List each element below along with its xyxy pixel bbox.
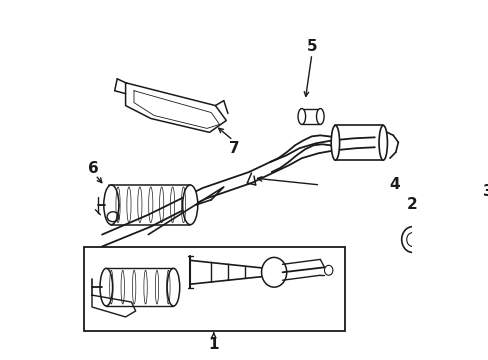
Ellipse shape <box>167 268 180 306</box>
Ellipse shape <box>103 185 119 225</box>
Text: 4: 4 <box>388 177 399 193</box>
Ellipse shape <box>183 185 197 225</box>
Bar <box>83 247 345 331</box>
Ellipse shape <box>100 268 112 306</box>
Ellipse shape <box>330 125 339 160</box>
Ellipse shape <box>427 225 438 252</box>
Text: 5: 5 <box>306 39 317 54</box>
Ellipse shape <box>474 225 484 252</box>
Ellipse shape <box>298 109 305 125</box>
Text: 3: 3 <box>482 184 488 199</box>
Text: 2: 2 <box>407 197 417 212</box>
Text: 6: 6 <box>88 161 99 176</box>
Circle shape <box>401 227 423 252</box>
Ellipse shape <box>378 125 386 160</box>
Circle shape <box>261 257 286 287</box>
Text: 7: 7 <box>229 141 240 156</box>
Ellipse shape <box>316 109 324 125</box>
Text: 1: 1 <box>208 337 219 352</box>
